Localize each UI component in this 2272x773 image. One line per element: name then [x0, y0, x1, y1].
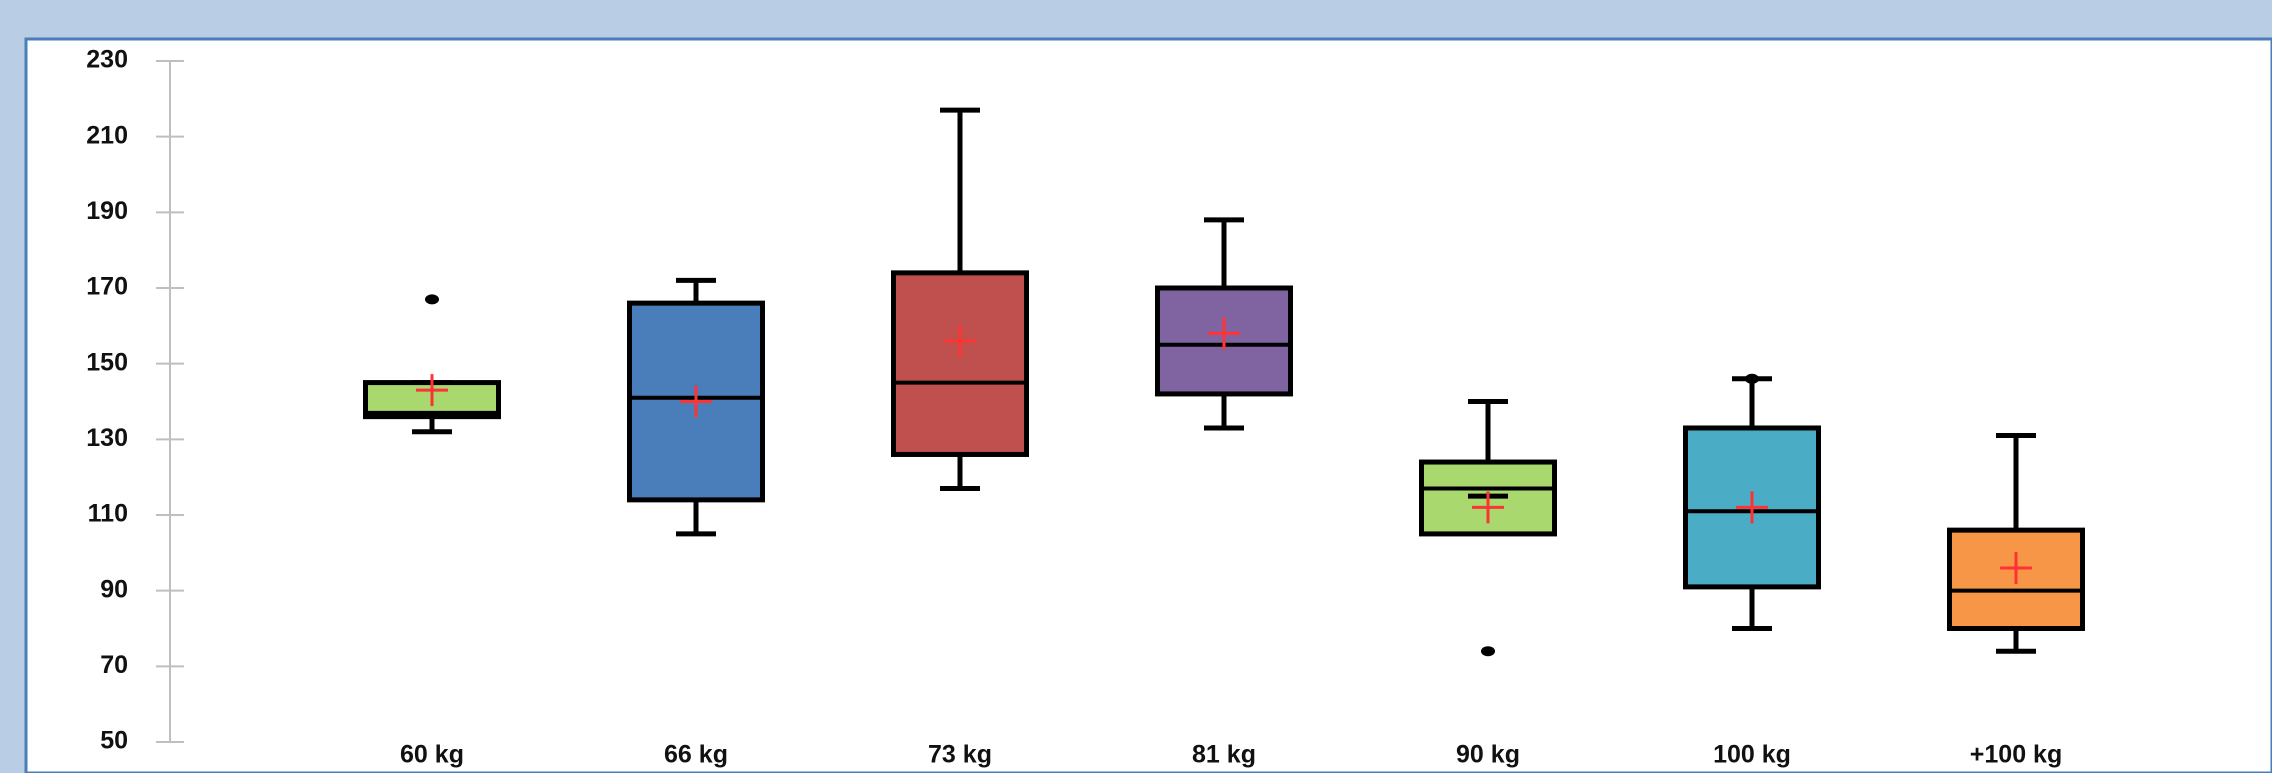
plot-area — [24, 37, 2272, 773]
y-tick-label: 90 — [100, 575, 128, 603]
y-tick-label: 150 — [86, 348, 128, 376]
mean-marker — [680, 385, 712, 418]
y-tick-label: 230 — [86, 46, 128, 74]
outlier — [1481, 646, 1495, 657]
outlier — [1745, 373, 1759, 384]
y-tick-label: 70 — [100, 651, 128, 679]
x-tick-label: 73 kg — [928, 741, 992, 769]
mean-marker — [1736, 491, 1768, 524]
y-tick-label: 110 — [88, 500, 128, 528]
mean-marker — [1472, 491, 1504, 524]
y-tick-label: 130 — [86, 424, 128, 452]
x-tick-label: 90 kg — [1456, 741, 1520, 769]
mean-marker — [1208, 317, 1240, 350]
box — [891, 270, 1029, 457]
y-tick-label: 170 — [86, 273, 128, 301]
x-tick-label: 100 kg — [1713, 741, 1791, 769]
x-tick-label: 60 kg — [400, 741, 464, 769]
mean-marker — [416, 374, 448, 407]
y-tick-label: 190 — [86, 197, 128, 225]
y-tick-label: 210 — [86, 121, 128, 149]
outlier — [425, 294, 439, 305]
x-tick-label: +100 kg — [1970, 741, 2062, 769]
mean-marker — [2000, 551, 2032, 584]
x-tick-label: 81 kg — [1192, 741, 1256, 769]
x-tick-label: 66 kg — [664, 741, 728, 769]
mean-marker — [944, 324, 976, 357]
box — [1419, 459, 1557, 537]
y-tick-label: 50 — [100, 727, 128, 755]
